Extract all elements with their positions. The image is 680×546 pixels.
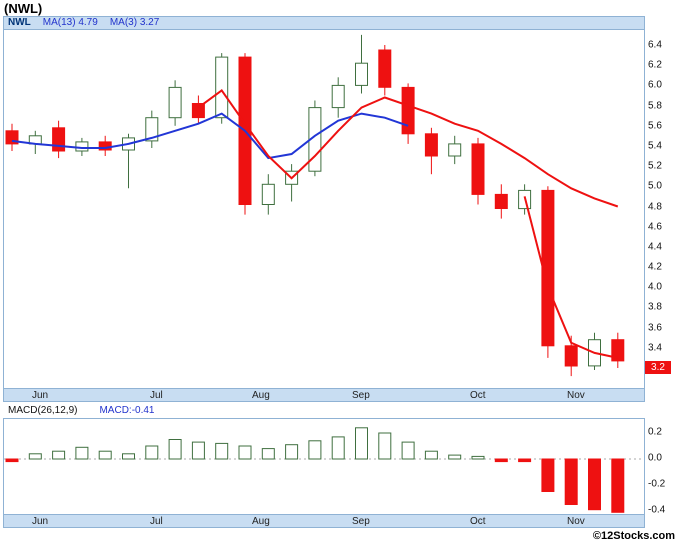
candle-up	[168, 86, 182, 119]
month-label-jun: Jun	[32, 390, 49, 401]
macd-bar-positive	[261, 448, 275, 460]
price-ytick: 4.6	[648, 221, 662, 233]
macd-bar-negative	[564, 458, 578, 505]
month-label-aug: Aug	[252, 516, 270, 527]
month-label-aug: Aug	[252, 390, 270, 401]
macd-bar-positive	[401, 441, 415, 460]
macd-bar-positive	[424, 450, 438, 460]
macd-bar-negative	[5, 458, 19, 463]
price-ytick: 4.8	[648, 201, 662, 212]
month-label-jul: Jul	[150, 516, 163, 527]
price-ytick: 5.0	[648, 180, 662, 192]
candle-down	[541, 189, 555, 347]
macd-bar-positive	[471, 455, 485, 460]
month-label-oct: Oct	[470, 516, 486, 527]
symbol-label: NWL	[8, 17, 31, 28]
page-title: (NWL)	[4, 1, 43, 16]
ma13-line	[11, 112, 409, 160]
month-label-sep: Sep	[352, 516, 370, 527]
ma3-line	[523, 196, 619, 359]
price-ytick: 3.8	[648, 301, 662, 313]
macd-bar-negative	[611, 458, 625, 513]
candle-up	[145, 117, 159, 142]
candle-up	[75, 141, 89, 152]
macd-bar-positive	[122, 453, 135, 460]
macd-bar-positive	[28, 453, 42, 460]
price-ytick: 6.4	[648, 39, 662, 51]
candle-down	[401, 86, 415, 135]
candle-down	[191, 103, 205, 119]
month-label-nov: Nov	[567, 516, 585, 527]
price-ytick: 4.2	[648, 261, 662, 273]
candle-up	[448, 143, 462, 157]
candle-up	[215, 56, 229, 119]
price-ytick: 6.2	[648, 59, 662, 71]
candle-down	[52, 127, 66, 152]
macd-bar-negative	[518, 458, 532, 463]
macd-bar-positive	[238, 445, 252, 460]
macd-bar-positive	[191, 441, 205, 460]
macd-bar-positive	[168, 439, 182, 460]
macd-bar-positive	[308, 440, 322, 460]
candle-up	[355, 62, 368, 86]
price-ytick: 5.6	[648, 120, 662, 132]
macd-bar-negative	[541, 458, 555, 492]
macd-chart	[3, 418, 645, 514]
price-chart	[3, 30, 645, 388]
macd-ytick: -0.2	[648, 478, 666, 490]
candle-down	[494, 193, 508, 209]
month-label-jul: Jul	[150, 390, 163, 401]
macd-bar-positive	[448, 454, 462, 460]
macd-ytick: 0.2	[648, 426, 662, 438]
macd-bar-positive	[145, 445, 159, 460]
macd-bar-negative	[494, 458, 508, 463]
month-label-jun: Jun	[32, 516, 49, 527]
month-label-sep: Sep	[352, 390, 370, 401]
macd-ytick: 0.0	[648, 452, 662, 464]
price-ytick: 4.4	[648, 241, 662, 253]
macd-month-axis: Jun Jul Aug Sep Oct Nov	[3, 514, 645, 528]
macd-bar-positive	[378, 432, 392, 460]
candle-up	[261, 183, 275, 206]
price-ytick: 3.6	[648, 322, 662, 334]
month-label-oct: Oct	[470, 390, 486, 401]
ma-red-line	[197, 88, 619, 208]
price-ytick: 5.8	[648, 100, 662, 112]
price-ytick: 5.2	[648, 160, 662, 172]
macd-bar-positive	[215, 442, 229, 460]
candle-down	[564, 345, 578, 367]
macd-value-label: MACD:-0.41	[99, 404, 155, 416]
macd-bar-positive	[52, 450, 66, 460]
macd-bar-positive	[285, 444, 299, 460]
macd-bar-negative	[588, 458, 601, 511]
macd-bar-positive	[355, 427, 368, 460]
price-ytick: 6.0	[648, 79, 662, 91]
price-ytick: 3.4	[648, 342, 662, 354]
price-legend-bar: NWL MA(13) 4.79 MA(3) 3.27	[3, 16, 645, 30]
copyright: ©12Stocks.com	[592, 530, 675, 542]
candle-down	[471, 143, 485, 195]
macd-legend-bar: MACD(26,12,9) MACD:-0.41	[3, 403, 154, 417]
last-price-badge: 3.2	[645, 361, 671, 374]
ma3-legend: MA(3) 3.27	[109, 17, 160, 28]
macd-bar-positive	[98, 450, 112, 460]
candle-down	[378, 49, 392, 88]
ma13-legend: MA(13) 4.79	[42, 17, 98, 28]
month-label-nov: Nov	[567, 390, 585, 401]
price-month-axis: Jun Jul Aug Sep Oct Nov	[3, 388, 645, 402]
price-ytick: 5.4	[648, 140, 662, 152]
price-ytick: 4.0	[648, 281, 662, 293]
macd-params-label: MACD(26,12,9)	[8, 404, 78, 416]
candle-down	[611, 339, 625, 362]
macd-ytick: -0.4	[648, 504, 666, 516]
macd-bar-positive	[75, 446, 89, 460]
candle-up	[331, 84, 345, 109]
macd-bar-positive	[331, 436, 345, 460]
candle-down	[424, 133, 438, 157]
